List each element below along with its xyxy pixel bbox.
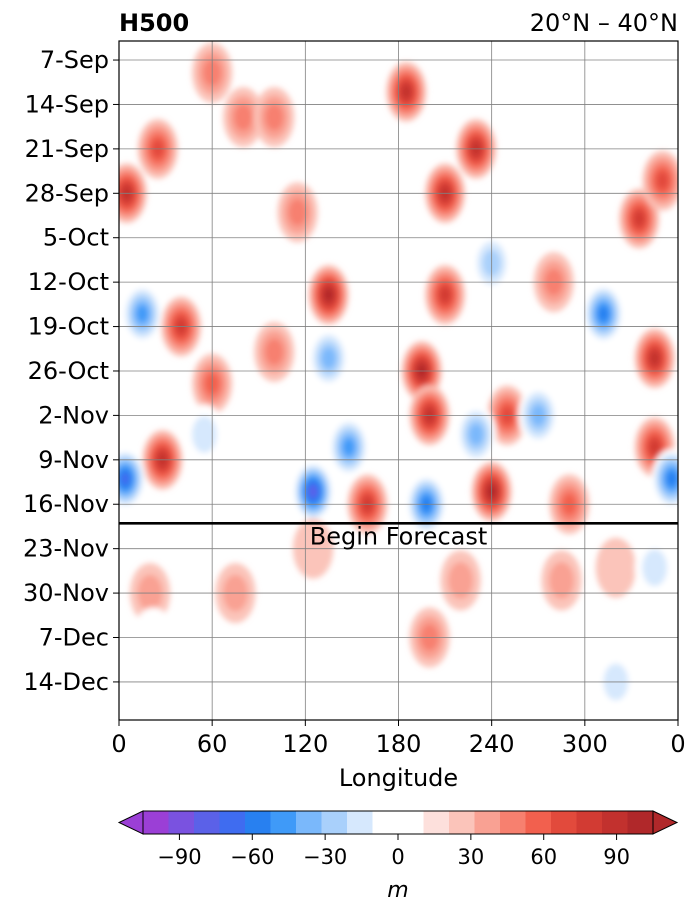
x-tick-label: 240 (469, 730, 515, 758)
y-tick-label: 30-Nov (23, 579, 109, 607)
y-tick-label: 16-Nov (23, 490, 109, 518)
anomaly-cell-25 (254, 321, 295, 382)
colorbar-extend-high (652, 810, 679, 835)
colorbar-swatch (143, 811, 169, 834)
anomaly-cell-26 (122, 283, 163, 344)
anomaly-cell-31 (292, 461, 334, 522)
anomaly-cell-13 (424, 264, 466, 325)
colorbar-swatch (500, 811, 526, 834)
y-tick-label: 12-Oct (28, 268, 109, 296)
anomaly-cell-32 (328, 417, 369, 478)
colorbar-tick-label: 30 (457, 845, 484, 869)
y-tick-label: 2-Nov (38, 401, 109, 429)
x-tick-label: 300 (562, 730, 608, 758)
y-tick-label: 26-Oct (28, 357, 109, 385)
colorbar-swatch (245, 811, 271, 834)
x-tick-label: 0 (111, 730, 126, 758)
y-tick-label: 14-Sep (25, 90, 109, 118)
anomaly-cell-44 (595, 537, 637, 598)
colorbar-swatch (449, 811, 475, 834)
y-tick-label: 5-Oct (43, 224, 109, 252)
colorbar-swatch (423, 811, 450, 834)
anomaly-cell-10 (642, 150, 678, 211)
anomaly-cell-43 (541, 550, 582, 611)
colorbar-swatch (194, 811, 220, 834)
anomaly-cell-34 (119, 448, 146, 509)
colorbar-swatch (321, 811, 348, 834)
colorbar-tick-label: −90 (157, 845, 201, 869)
colorbar-swatch (525, 811, 552, 834)
anomaly-cell-35 (651, 448, 678, 509)
anomaly-cell-46 (634, 537, 675, 598)
x-tick-label: 120 (282, 730, 328, 758)
y-tick-label: 19-Oct (28, 313, 109, 341)
y-tick-label: 9-Nov (38, 446, 109, 474)
anomaly-cell-12 (401, 340, 442, 401)
forecast-annotation: Begin Forecast (310, 522, 488, 550)
anomaly-cell-11 (308, 264, 349, 325)
x-tick-label: 60 (197, 730, 228, 758)
x-axis: 0 60 120 180 240 300 0 (111, 720, 686, 758)
anomaly-cell-28 (308, 328, 349, 389)
anomaly-cell-27 (583, 283, 624, 344)
anomaly-cell-6 (386, 61, 427, 122)
anomaly-cell-36 (184, 404, 225, 465)
colorbar-swatch (219, 811, 246, 834)
colorbar-swatch (627, 811, 654, 834)
colorbar-label: m (387, 878, 408, 903)
colorbar-tick-label: 90 (603, 845, 630, 869)
colorbar-tick-label: 60 (530, 845, 557, 869)
anomaly-cell-42 (440, 550, 481, 611)
colorbar-swatch (551, 811, 577, 834)
x-axis-label: Longitude (339, 764, 458, 792)
colorbar-swatch (270, 811, 297, 834)
y-axis: 7-Sep 14-Sep 21-Sep 28-Sep 5-Oct 12-Oct 19-Oct… (23, 46, 119, 696)
colorbar-swatch (168, 811, 195, 834)
colorbar-extend-low (117, 810, 144, 835)
x-tick-label: 180 (376, 730, 422, 758)
forecast-marker: Begin Forecast (119, 521, 678, 550)
colorbar-swatch (347, 811, 373, 834)
colorbar-tick-label: 0 (391, 845, 404, 869)
colorbar: −90 −60 −30 0 30 60 90 m (117, 810, 679, 903)
y-tick-label: 14-Dec (23, 668, 109, 696)
anomaly-cell-9 (618, 188, 660, 249)
anomaly-cell-17 (634, 328, 675, 389)
anomaly-cell-3 (223, 87, 264, 148)
colorbar-swatch (602, 811, 628, 834)
colorbar-swatch (474, 811, 501, 834)
anomaly-cell-5 (277, 182, 318, 243)
colorbar-tick-label: −60 (230, 845, 274, 869)
colorbar-swatch (296, 811, 322, 834)
y-tick-label: 21-Sep (25, 135, 109, 163)
anomaly-field (119, 42, 678, 712)
anomaly-cell-30 (455, 404, 497, 465)
colorbar-tick-label: −30 (303, 845, 347, 869)
y-tick-label: 7-Sep (40, 46, 109, 74)
colorbar-swatch (398, 811, 424, 834)
colorbar-swatch (576, 811, 603, 834)
y-tick-label: 7-Dec (39, 624, 109, 652)
y-tick-label: 23-Nov (23, 535, 109, 563)
chart-title-right: 20°N – 40°N (530, 9, 678, 37)
chart-title-left: H500 (119, 9, 189, 37)
anomaly-cell-4 (254, 87, 295, 148)
colorbar-swatch (372, 811, 399, 834)
x-tick-label: 0 (670, 730, 685, 758)
y-tick-label: 28-Sep (25, 179, 109, 207)
